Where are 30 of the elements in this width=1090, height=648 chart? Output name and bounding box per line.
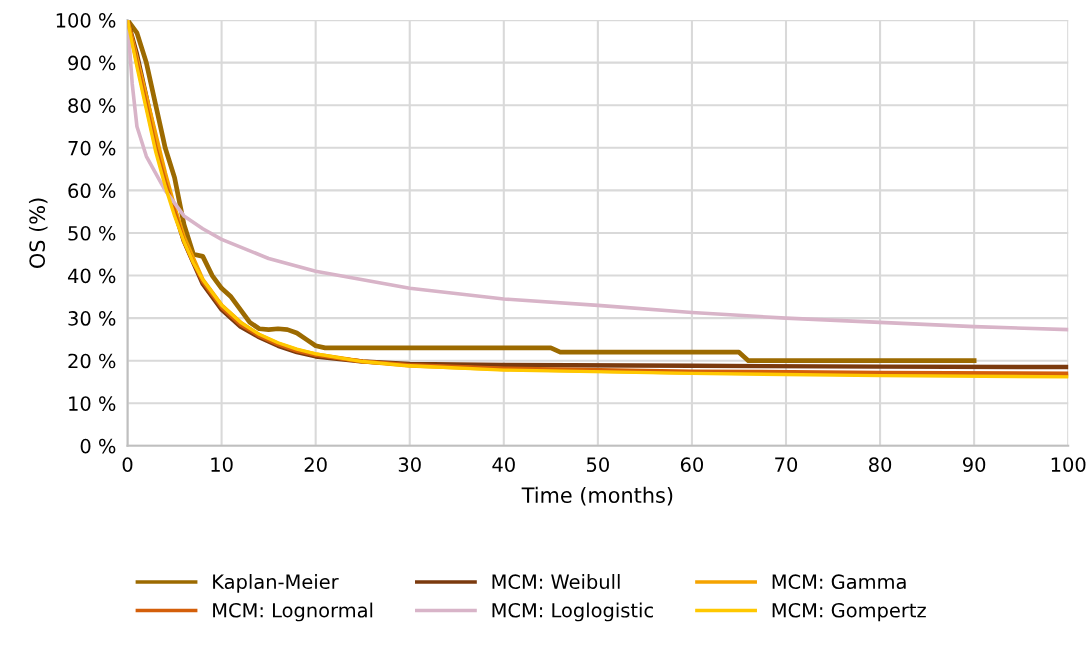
- x-tick-label: 40: [492, 457, 515, 472]
- x-tick-label: 10: [211, 457, 233, 472]
- legend-label: MCM: Gompertz: [772, 602, 926, 622]
- x-tick-label: 0: [122, 457, 133, 472]
- y-tick-label: 40 %: [67, 268, 116, 284]
- legend-label: MCM: Lognormal: [213, 602, 373, 622]
- x-tick-label: 30: [398, 457, 421, 472]
- y-tick-label: 90 %: [68, 55, 116, 71]
- x-tick-label: 80: [869, 457, 892, 472]
- legend-label: Kaplan-Meier: [213, 574, 339, 593]
- y-tick-label: 10 %: [69, 396, 116, 411]
- y-tick-label: 50 %: [68, 225, 116, 241]
- y-axis-title: OS (%): [28, 198, 48, 268]
- legend-label: MCM: Gamma: [772, 574, 906, 590]
- y-tick-label: 80 %: [68, 98, 116, 113]
- x-tick-label: 100: [1051, 457, 1086, 472]
- x-tick-label: 70: [775, 457, 798, 472]
- x-tick-label: 20: [304, 457, 327, 472]
- y-tick-label: 20 %: [68, 353, 116, 369]
- x-tick-label: 60: [680, 457, 704, 472]
- y-tick-label: 60 %: [68, 183, 116, 199]
- legend-label: MCM: Weibull: [492, 574, 620, 590]
- y-tick-label: 70 %: [68, 140, 116, 156]
- y-tick-label: 30 %: [68, 311, 116, 326]
- legend-label: MCM: Loglogistic: [492, 602, 653, 622]
- x-tick-label: 50: [586, 457, 609, 472]
- y-tick-label: 100 %: [56, 13, 116, 28]
- x-axis-title: Time (months): [521, 486, 673, 506]
- x-tick-label: 90: [962, 457, 986, 472]
- y-tick-label: 0 %: [80, 438, 116, 454]
